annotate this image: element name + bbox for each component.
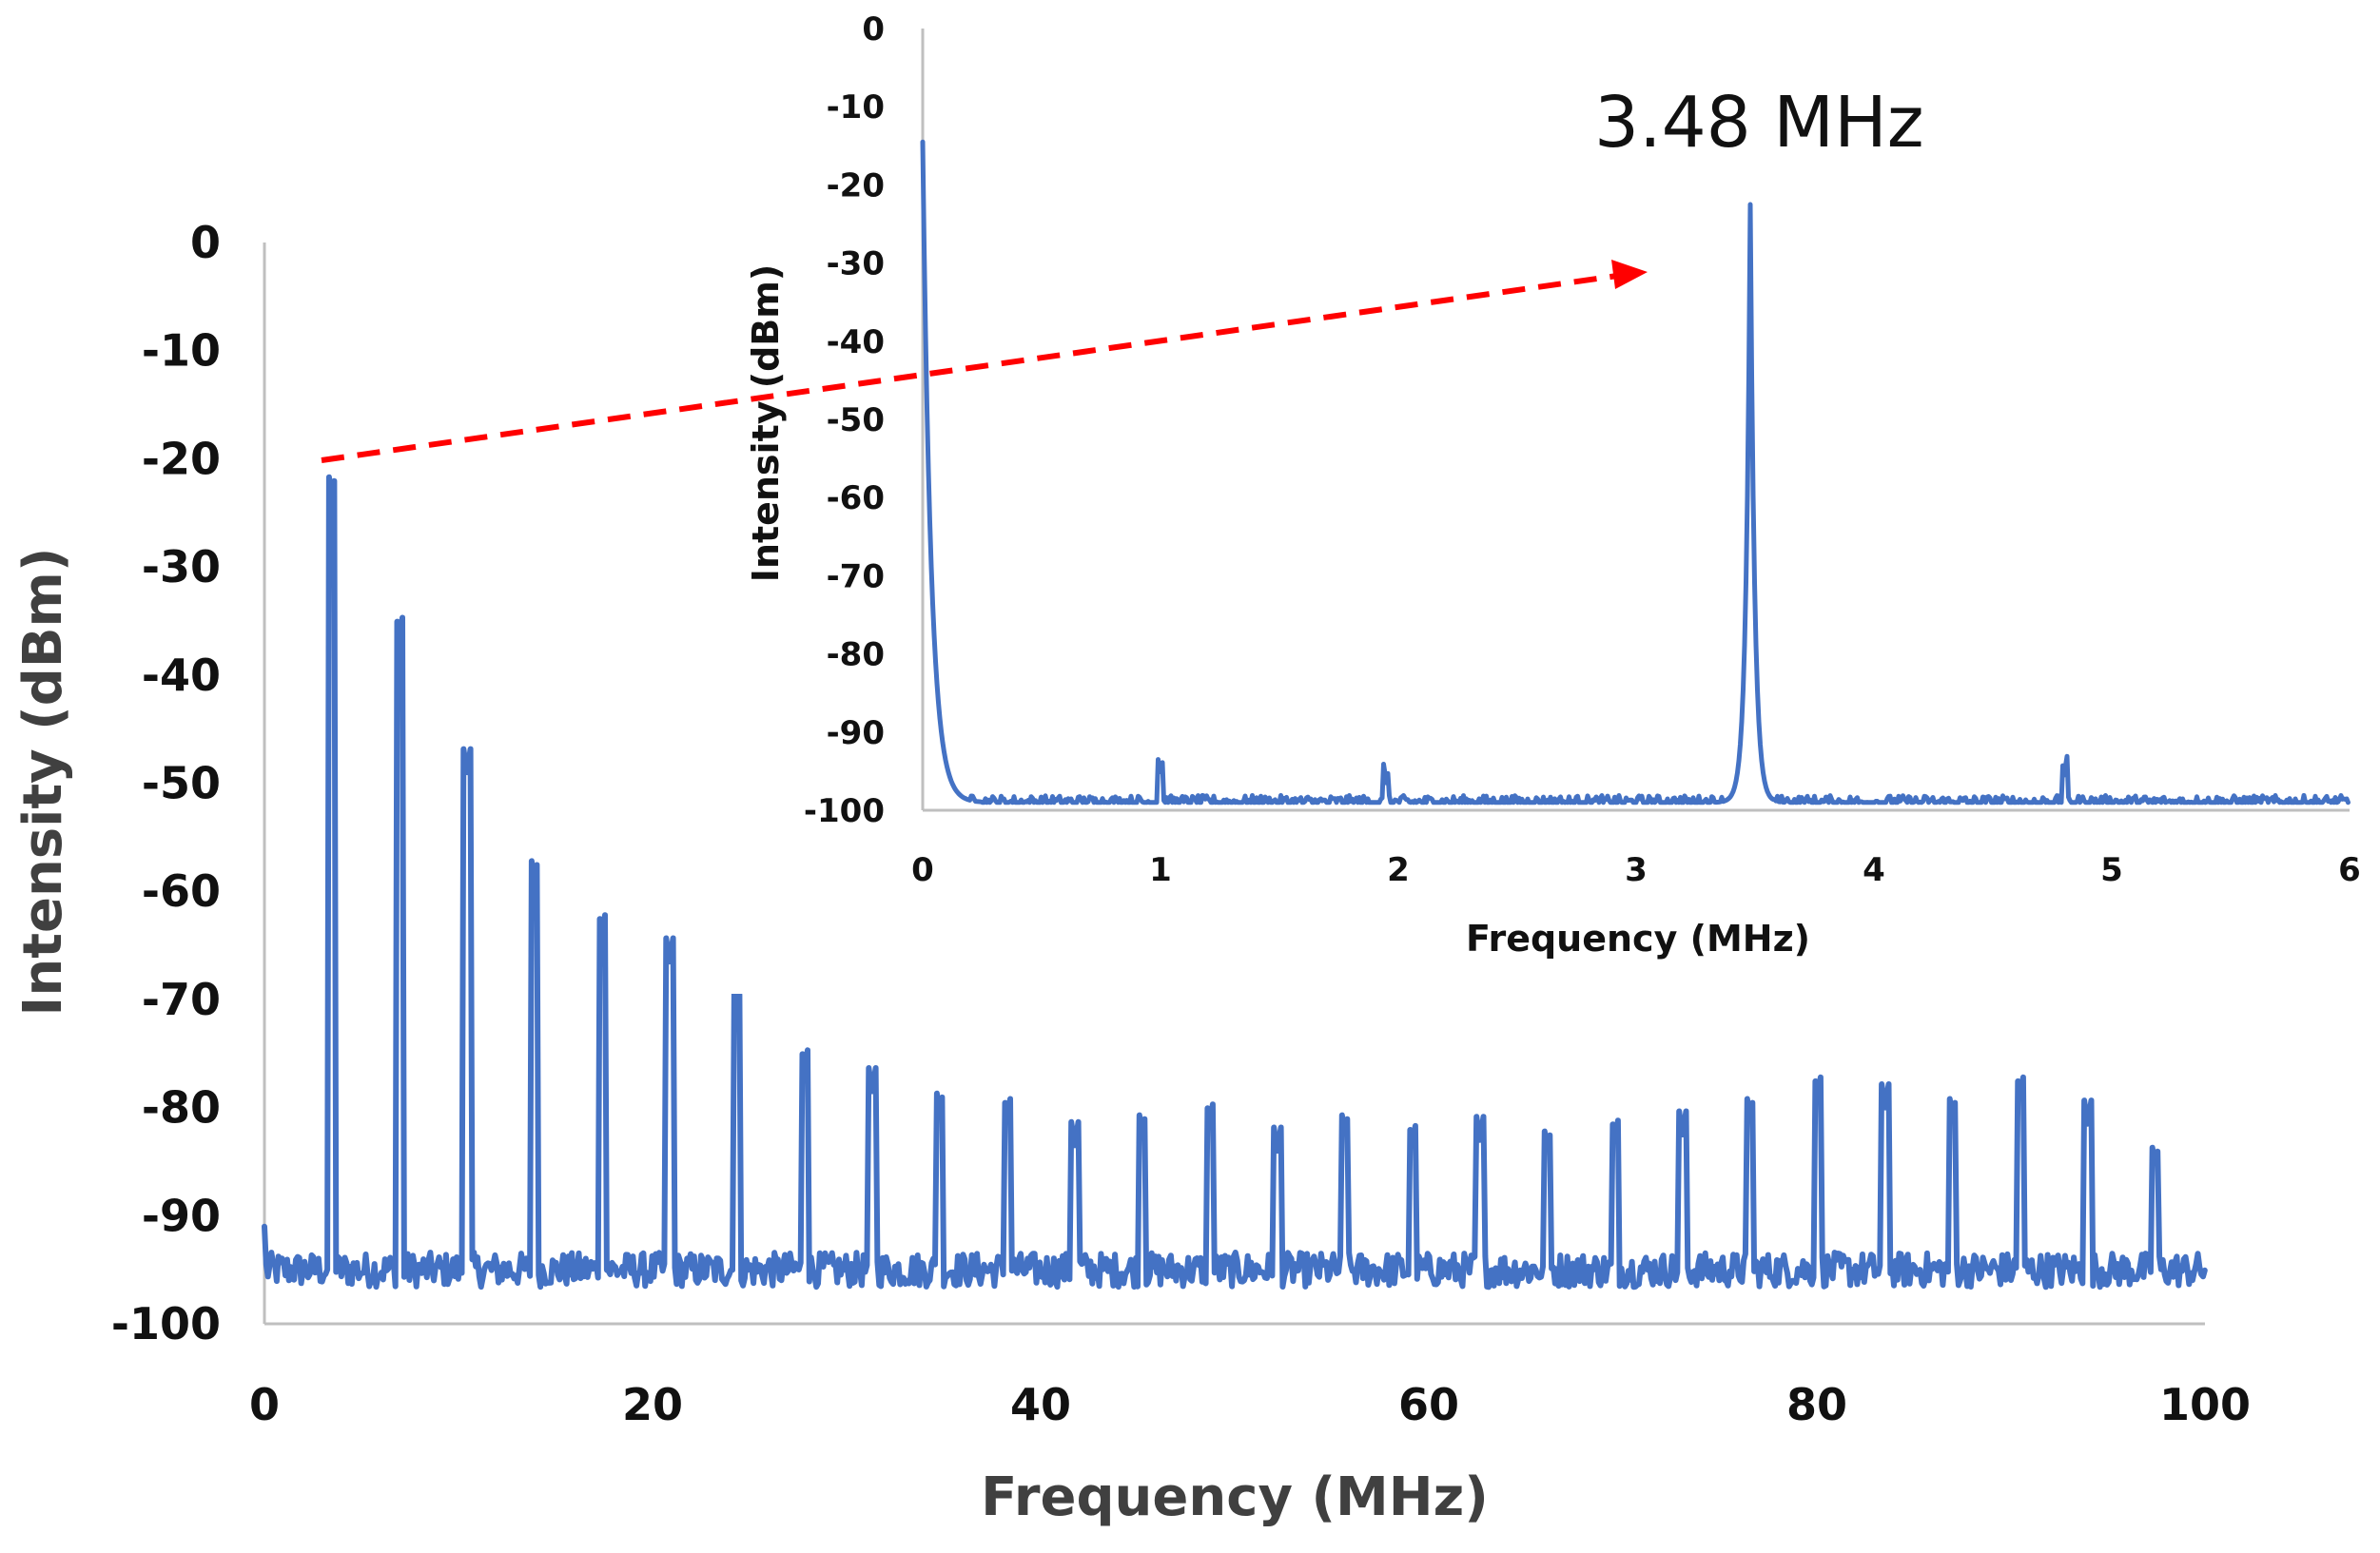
main-y-tick-label: -100 [111, 1298, 221, 1349]
main-y-tick-label: -50 [142, 758, 221, 809]
inset-y-tick-label: -40 [827, 323, 885, 361]
inset-spectrum-line [920, 139, 2351, 806]
inset-x-tick-label: 0 [911, 851, 934, 889]
annotation-arrow [321, 273, 1618, 463]
main-spectrum-line [262, 474, 2208, 1291]
inset-y-tick-label: -50 [827, 401, 885, 439]
main-y-tick-label: -60 [142, 865, 221, 917]
main-y-tick-labels: 0 -10 -20 -30 -40 -50 -60 -70 -80 -90 -100 [111, 217, 221, 1349]
annotation-arrowhead [1611, 260, 1648, 289]
inset-background [704, 0, 2380, 994]
main-y-tick-label: -10 [142, 325, 221, 377]
main-y-tick-label: -40 [142, 650, 221, 701]
inset-x-tick-labels: 0 1 2 3 4 5 6 [911, 851, 2361, 889]
main-chart: 0-10-20-30-40-50-60-70-80-90-100 0 20 40 60… [12, 217, 2251, 1528]
inset-y-tick-label: -20 [827, 166, 885, 204]
main-x-tick-label: 60 [1398, 1379, 1459, 1430]
inset-y-tick-label: -70 [827, 557, 885, 595]
inset-x-tick-label: 3 [1625, 851, 1648, 889]
inset-y-tick-label: -100 [804, 792, 885, 830]
main-x-axis-label: Frequency (MHz) [981, 1466, 1489, 1528]
inset-chart: 0 -10 -20 -30 -40 -50 -60 -70 -80 -90 -100 0 1 2 3 4 5 6… [704, 0, 2380, 994]
main-y-axis-label: Intensity (dBm) [12, 548, 74, 1017]
inset-x-tick-label: 4 [1863, 851, 1885, 889]
inset-x-tick-label: 2 [1387, 851, 1410, 889]
inset-x-tick-label: 5 [2100, 851, 2123, 889]
main-y-tick-label: -80 [142, 1082, 221, 1134]
annotation-text: 3.48 MHz [1594, 82, 1924, 164]
inset-y-tick-labels: 0 -10 -20 -30 -40 -50 -60 -70 -80 -90 -100 [804, 10, 885, 830]
main-x-tick-label: 20 [622, 1379, 683, 1430]
inset-y-tick-label: -10 [827, 88, 885, 126]
main-x-tick-labels: 0 20 40 60 80 100 [249, 1379, 2251, 1430]
inset-y-tick-label: -90 [827, 714, 885, 752]
main-y-tick-label: 0 [190, 217, 221, 268]
inset-x-axis-label: Frequency (MHz) [1466, 918, 1810, 960]
inset-y-axis-label: Intensity (dBm) [745, 264, 787, 583]
main-y-tick-label: -70 [142, 974, 221, 1025]
inset-x-tick-label: 1 [1149, 851, 1172, 889]
annotation-group: 3.48 MHz [321, 82, 1924, 463]
inset-y-tick-label: -80 [827, 636, 885, 674]
inset-y-tick-label: -60 [827, 479, 885, 517]
main-x-tick-label: 0 [249, 1379, 280, 1430]
main-y-tick-label: -30 [142, 541, 221, 592]
inset-y-tick-label: 0 [862, 10, 885, 49]
inset-x-tick-label: 6 [2338, 851, 2361, 889]
main-x-tick-label: 100 [2159, 1379, 2251, 1430]
main-y-tick-label: -20 [142, 433, 221, 484]
main-x-tick-label: 80 [1786, 1379, 1847, 1430]
main-x-tick-label: 40 [1010, 1379, 1071, 1430]
inset-y-tick-label: -30 [827, 245, 885, 283]
main-y-tick-label: -90 [142, 1190, 221, 1241]
